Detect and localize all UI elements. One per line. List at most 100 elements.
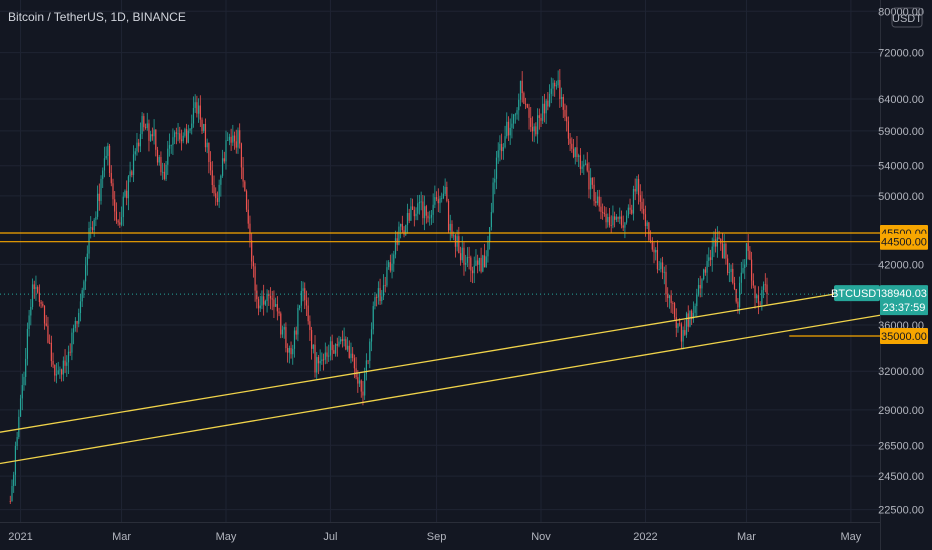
candle-body (381, 296, 383, 302)
candle (115, 202, 118, 224)
candle-body (233, 135, 236, 142)
candle (367, 360, 369, 365)
candle (708, 247, 710, 267)
candle-body (557, 80, 559, 86)
candle (622, 215, 624, 232)
candle-body (273, 299, 275, 307)
candle-body (326, 352, 328, 357)
candle (566, 105, 568, 132)
candle-body (430, 214, 433, 218)
candle-body (256, 290, 258, 300)
candle-body (434, 197, 436, 205)
candle (167, 140, 169, 175)
candle (466, 247, 468, 268)
candle-body (530, 117, 532, 127)
candle (119, 211, 121, 228)
candle-body (316, 357, 318, 373)
candle (244, 180, 246, 192)
candle-body (754, 285, 756, 299)
candle-body (177, 133, 179, 135)
candle (208, 142, 210, 174)
candle-body (156, 149, 159, 163)
candle (256, 284, 258, 309)
candle-body (643, 208, 645, 215)
candle (55, 363, 58, 384)
candle (492, 177, 494, 214)
candle-body (213, 185, 215, 194)
candle-body (485, 256, 487, 268)
candle (514, 112, 516, 124)
candle-body (249, 223, 251, 241)
candle (607, 213, 609, 228)
candle-body (507, 121, 510, 136)
candle (740, 261, 742, 294)
candle-body (73, 328, 75, 333)
candle (292, 344, 294, 365)
candle-body (586, 163, 588, 171)
candle-body (398, 226, 400, 245)
candle-body (42, 303, 44, 306)
candle-body (691, 310, 693, 320)
candle-body (67, 351, 70, 363)
candle-body (435, 197, 438, 200)
candle-body (757, 295, 760, 304)
candle-body (730, 268, 732, 273)
candle (59, 366, 61, 379)
candle (429, 210, 431, 226)
candle-body (271, 298, 273, 300)
candle-body (144, 127, 147, 128)
candle-body (427, 215, 429, 219)
candle (533, 123, 535, 143)
candle (66, 355, 68, 377)
candle-body (406, 212, 409, 225)
last-price-value: 38940.03 (881, 288, 927, 300)
candle-body (139, 134, 141, 147)
candle (132, 145, 135, 183)
candle (739, 276, 741, 315)
candle (463, 242, 465, 276)
candle-body (184, 129, 186, 136)
candle-body (740, 272, 742, 283)
candle (376, 293, 378, 307)
candle (73, 324, 75, 345)
candle-body (346, 345, 349, 350)
candle-body (228, 136, 231, 141)
candle-body (708, 257, 710, 261)
price-axis[interactable]: 80000.00 72000.00 64000.00 59000.00 54000.00… (878, 0, 932, 550)
candle-body (287, 348, 289, 353)
candle-body (369, 341, 371, 361)
candle (307, 297, 309, 325)
candle (74, 317, 76, 332)
candle (197, 98, 200, 123)
candle (449, 214, 451, 241)
candle (23, 371, 25, 391)
candle (660, 258, 662, 273)
candle (744, 259, 746, 280)
candle (711, 237, 713, 272)
candle (709, 249, 712, 267)
candle-body (744, 264, 746, 268)
candle (86, 245, 88, 276)
candle (52, 352, 54, 369)
candle-body (442, 193, 445, 199)
candle-body (458, 236, 460, 254)
candle (423, 195, 426, 231)
candle (473, 256, 475, 284)
candle-body (268, 293, 270, 296)
currency-button[interactable]: USDT (891, 7, 923, 28)
candle (247, 199, 249, 229)
candle-body (709, 257, 712, 260)
candle (663, 266, 665, 285)
candle-body (471, 270, 474, 274)
candle (50, 335, 52, 367)
candle (550, 77, 552, 104)
candle-body (261, 296, 263, 306)
candles (9, 69, 768, 504)
candle (370, 322, 373, 352)
candle (490, 202, 492, 231)
time-axis[interactable]: 2021 Mar May Jul Sep Nov 2022 Mar May (0, 522, 880, 550)
candle (165, 161, 167, 181)
candle (218, 179, 220, 208)
